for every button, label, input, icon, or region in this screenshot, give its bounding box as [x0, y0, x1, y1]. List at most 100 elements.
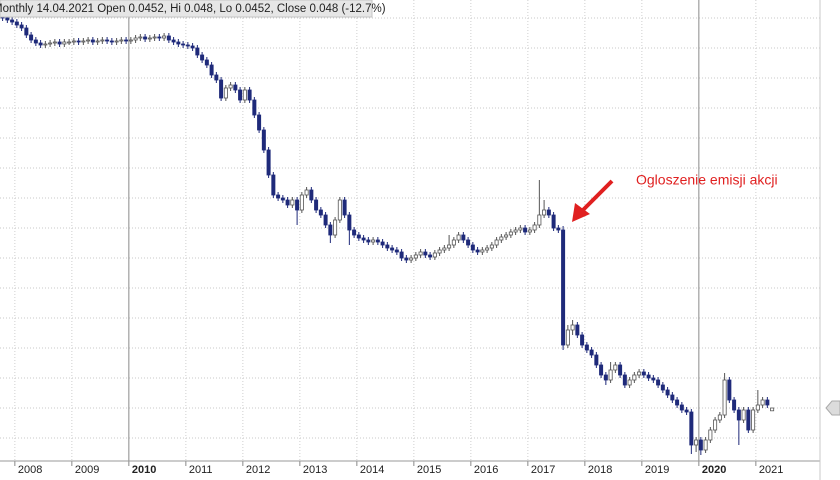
candle-body [185, 44, 190, 47]
candle-body [513, 229, 518, 233]
candle-body [247, 89, 252, 101]
candle-body [95, 40, 100, 43]
candle-body [119, 39, 124, 42]
candle-body [333, 219, 338, 236]
x-tick-label: 2021 [759, 464, 783, 476]
candle-body [627, 379, 632, 386]
candle-body [19, 24, 24, 29]
annotation-text: Ogloszenie emisji akcji [636, 172, 778, 188]
x-tick-label: 2011 [189, 464, 213, 476]
x-tick-label: 2009 [75, 464, 99, 476]
candle-body [551, 214, 556, 229]
candle-body [660, 384, 665, 391]
candles-layer [0, 13, 775, 455]
candle-body [746, 409, 751, 431]
candle-body [276, 194, 281, 199]
candle-body [166, 35, 171, 41]
candle-body [29, 34, 34, 41]
candle-body [532, 224, 537, 231]
header-text: Monthly 14.04.2021 Open 0.0452, Hi 0.048… [0, 3, 386, 15]
candle-body [722, 379, 727, 416]
candle-body [62, 41, 67, 45]
candle-body [447, 244, 452, 249]
candle-body [708, 429, 713, 441]
annotation-arrow-shaft [580, 179, 614, 213]
annotation-arrow-head [572, 203, 590, 222]
x-tick-label: 2012 [246, 464, 270, 476]
candle-body [646, 374, 651, 379]
candle-body [741, 409, 746, 421]
candle-body [52, 41, 57, 44]
candle-body [717, 414, 722, 421]
candle-body [732, 399, 737, 411]
candle-body [622, 374, 627, 386]
candle-body [352, 229, 357, 236]
candle-body [309, 189, 314, 201]
candle-body [219, 79, 224, 99]
candle-body [295, 199, 300, 211]
candle-body [494, 239, 499, 246]
candle-body [233, 84, 238, 91]
candle-body [257, 114, 262, 131]
candle-body [81, 40, 86, 43]
candle-body [608, 369, 613, 381]
candle-body [133, 37, 138, 41]
candle-body [57, 41, 62, 45]
candle-body [599, 364, 604, 376]
candle-body [356, 234, 361, 239]
candle-body [694, 439, 699, 446]
candle-body [698, 439, 703, 451]
candle-body [565, 329, 570, 346]
candle-body [442, 247, 447, 251]
candle-body [679, 404, 684, 411]
candle-body [670, 394, 675, 401]
candle-body [223, 87, 228, 99]
candle-body [385, 244, 390, 249]
candle-body [423, 251, 428, 256]
candle-body [589, 349, 594, 356]
candle-body [665, 389, 670, 396]
candle-body [105, 39, 110, 42]
candle-body [485, 247, 490, 251]
candle-body [318, 209, 323, 216]
candle-body [366, 239, 371, 243]
candle-body [432, 252, 437, 258]
candle-body [200, 54, 205, 61]
candle-body [641, 371, 646, 376]
candle-body [299, 194, 304, 211]
candle-body [48, 42, 53, 45]
candle-body [152, 36, 157, 39]
candle-body [475, 249, 480, 253]
candle-body [100, 39, 105, 42]
candle-body [209, 64, 214, 76]
candle-body [337, 199, 342, 221]
candle-body [371, 239, 376, 243]
candle-body [508, 231, 513, 236]
candle-body [347, 214, 352, 231]
x-tick-label: 2020 [702, 464, 726, 476]
x-tick-label: 2019 [645, 464, 669, 476]
candle-body [632, 374, 637, 381]
candle-body [727, 379, 732, 401]
candle-body [285, 199, 290, 206]
grid-layer: 2008 2009 2010 2011 2012 2013 2014 2015 2016 2017… [0, 0, 820, 476]
candle-body [38, 42, 43, 46]
candle-body [304, 189, 309, 196]
candle-body [86, 39, 91, 42]
candle-body [190, 45, 195, 49]
candle-body [342, 199, 347, 216]
candle-body [394, 249, 399, 253]
candle-body [314, 199, 319, 211]
candle-body [252, 99, 257, 116]
candle-body [689, 411, 694, 446]
candle-body [380, 241, 385, 246]
candle-body [399, 251, 404, 259]
candle-body [143, 36, 148, 40]
candle-body [43, 43, 48, 46]
candle-body [138, 36, 143, 39]
candle-body [238, 89, 243, 101]
header-box [0, 0, 373, 18]
candle-body [466, 239, 471, 246]
candle-body [214, 74, 219, 81]
